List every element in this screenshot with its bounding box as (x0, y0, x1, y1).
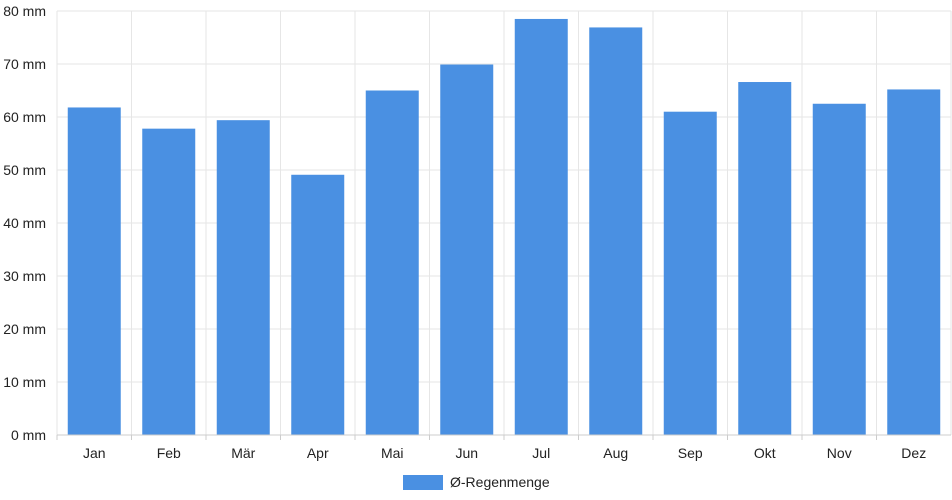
x-tick-label: Okt (754, 445, 776, 461)
y-tick-label: 30 mm (3, 268, 46, 284)
x-tick-label: Nov (827, 445, 852, 461)
x-tick-label: Apr (307, 445, 329, 461)
legend-swatch[interactable] (403, 475, 443, 490)
y-axis-tick-labels: 0 mm 10 mm 20 mm 30 mm 40 mm 50 mm 60 mm 70 mm 8… (3, 3, 46, 443)
x-axis-tick-labels: Jan Feb Mär Apr Mai Jun Jul Aug Sep Okt Nov Dez (83, 445, 926, 461)
bar-Nov (812, 103, 866, 435)
y-tick-label: 80 mm (3, 3, 46, 19)
x-tick-label: Feb (157, 445, 181, 461)
bar-Dez (887, 89, 941, 435)
y-tick-label: 0 mm (11, 427, 46, 443)
y-tick-label: 70 mm (3, 56, 46, 72)
y-tick-label: 40 mm (3, 215, 46, 231)
bar-Sep (663, 111, 717, 435)
x-tick-label: Sep (678, 445, 703, 461)
bar-Jul (514, 18, 568, 435)
x-tick-label: Jan (83, 445, 106, 461)
bar-Aug (589, 27, 643, 436)
x-tick-label: Mär (231, 445, 255, 461)
axes (56, 434, 951, 440)
y-tick-label: 60 mm (3, 109, 46, 125)
bar-Jun (440, 64, 494, 435)
x-tick-label: Mai (381, 445, 404, 461)
bar-series (67, 18, 941, 436)
y-tick-label: 50 mm (3, 162, 46, 178)
x-tick-label: Aug (603, 445, 628, 461)
bar-Okt (738, 82, 792, 436)
grid-lines (56, 10, 952, 435)
y-tick-label: 20 mm (3, 321, 46, 337)
x-tick-label: Jul (532, 445, 550, 461)
x-tick-label: Dez (901, 445, 926, 461)
bar-Mai (365, 90, 419, 435)
bar-Apr (291, 174, 345, 435)
y-tick-label: 10 mm (3, 374, 46, 390)
x-tick-label: Jun (455, 445, 478, 461)
bar-Jan (67, 107, 121, 436)
bar-Feb (142, 128, 196, 435)
legend-label[interactable]: Ø-Regenmenge (450, 474, 550, 490)
legend[interactable]: Ø-Regenmenge (403, 474, 550, 490)
bar-Mär (216, 120, 270, 436)
